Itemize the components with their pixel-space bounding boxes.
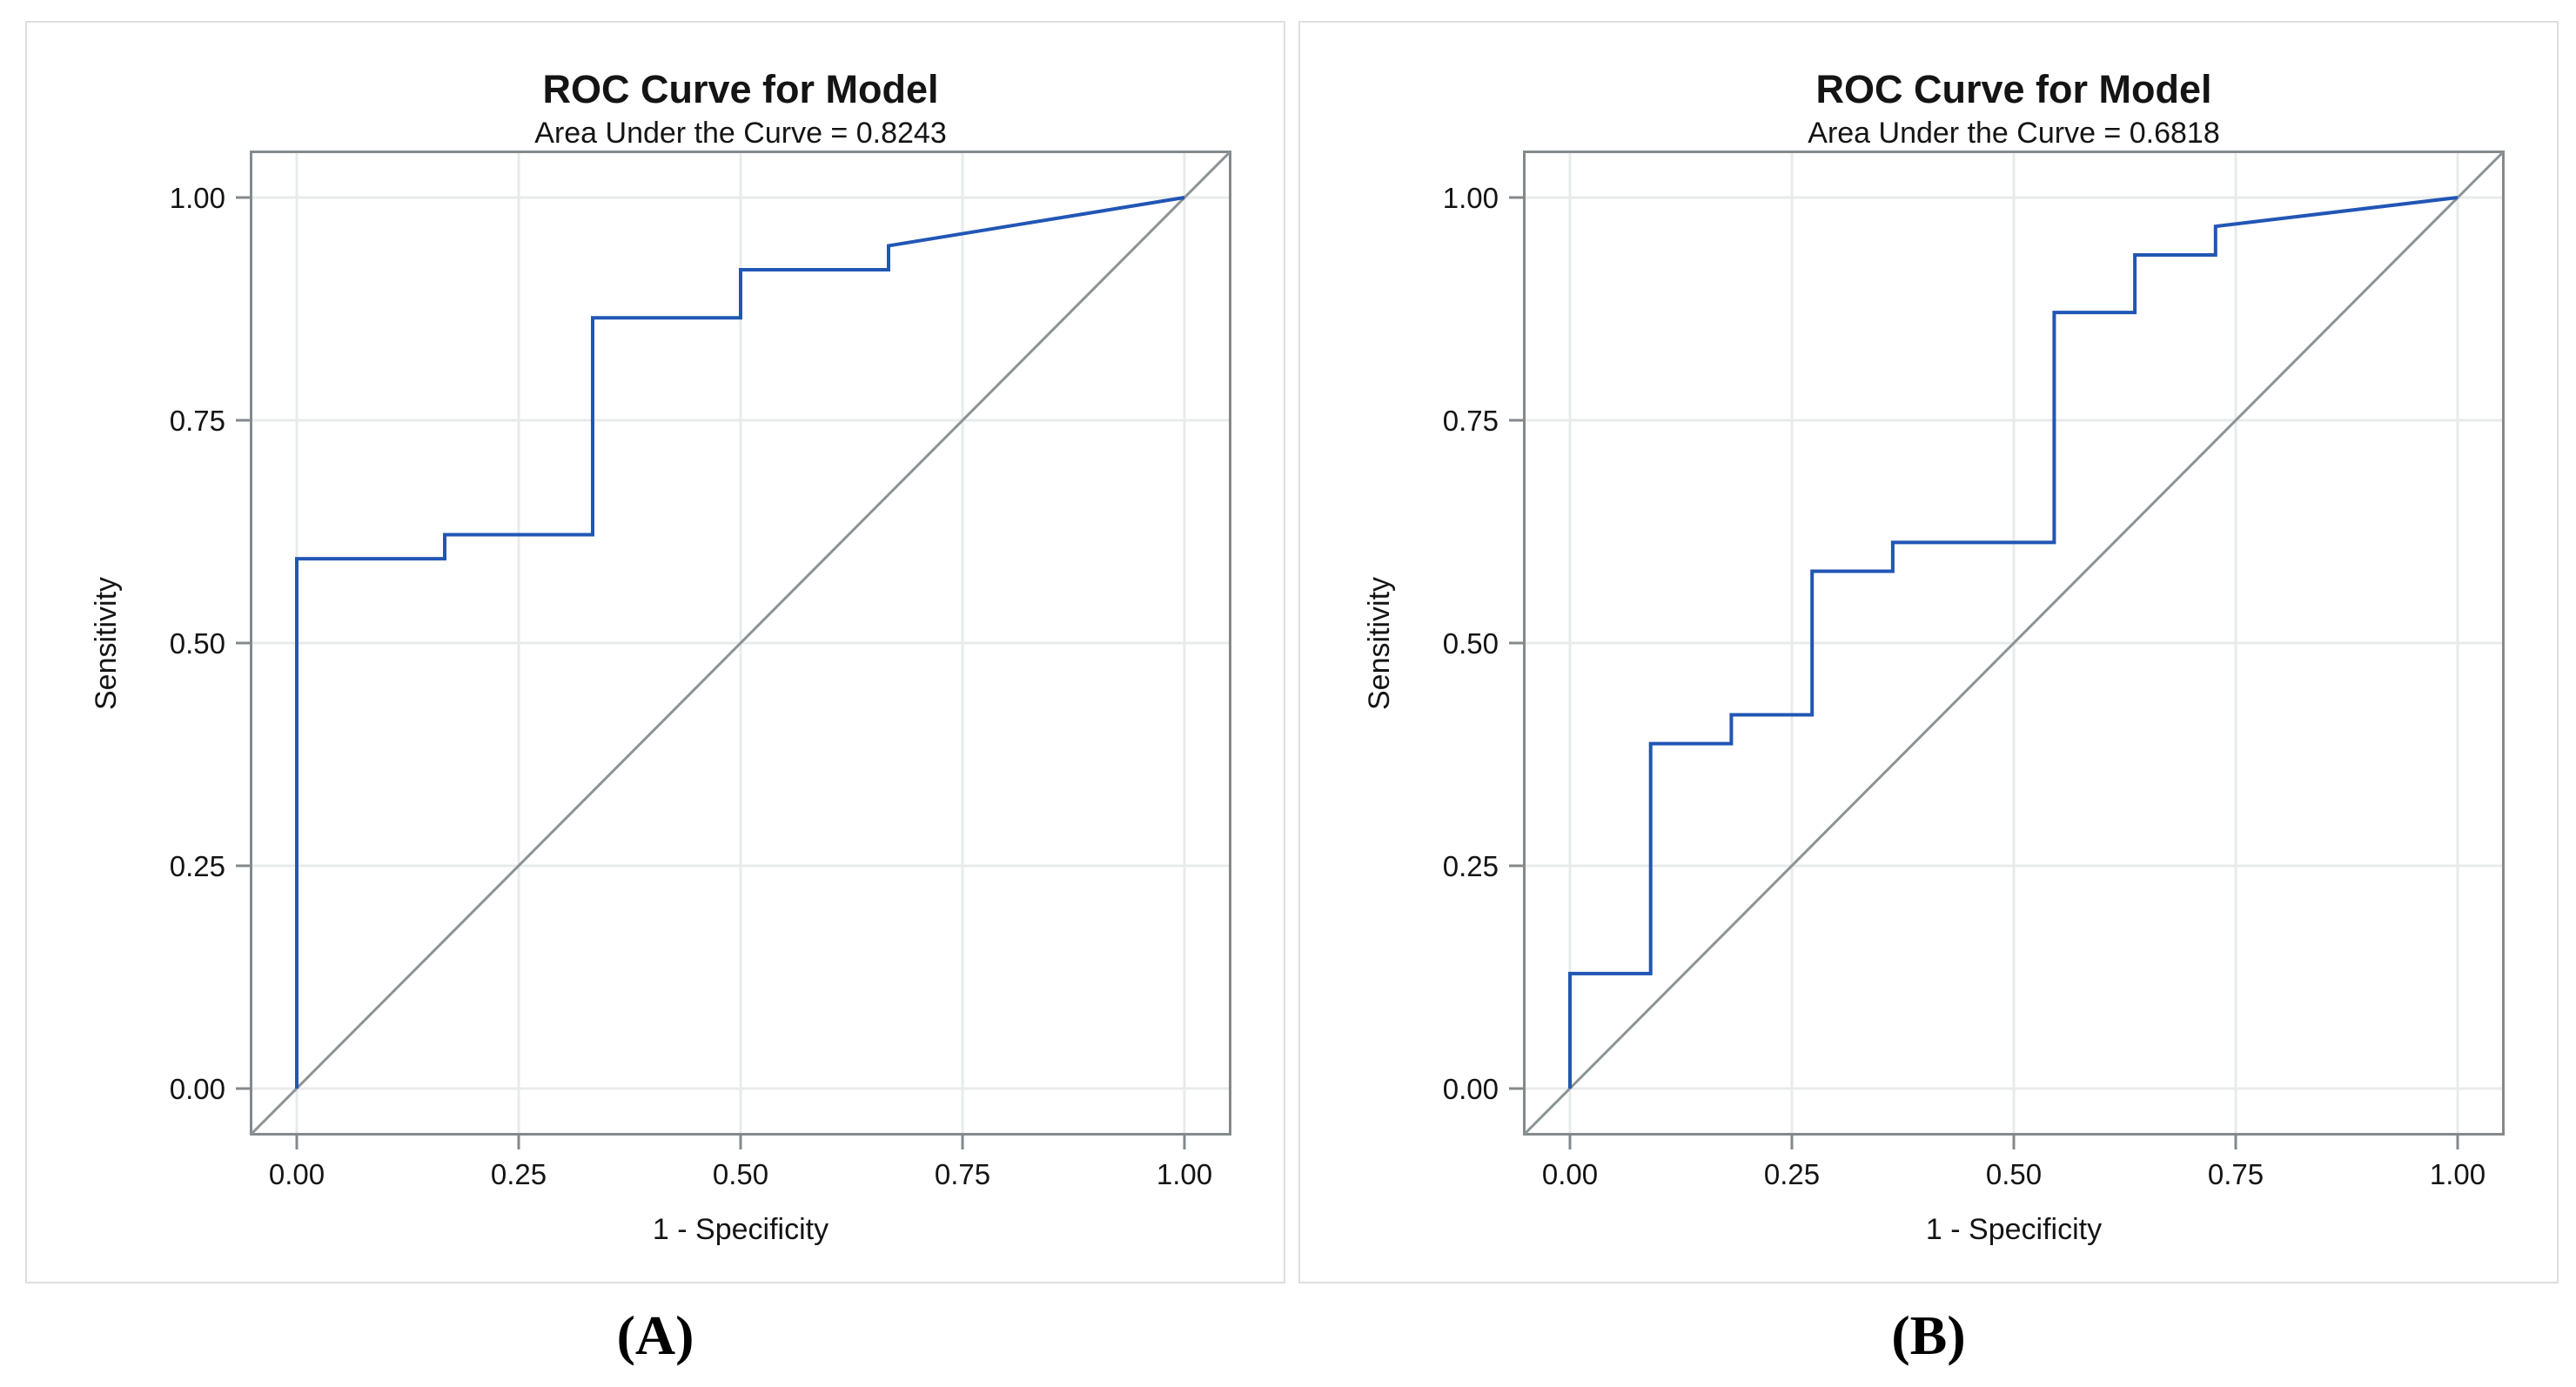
chart-title-b: ROC Curve for Model bbox=[1815, 67, 2212, 111]
x-tick-label: 0.00 bbox=[269, 1158, 325, 1190]
y-tick-label: 0.00 bbox=[1443, 1073, 1499, 1105]
x-tick-label: 0.75 bbox=[935, 1158, 990, 1190]
panel-caption-a: (A) bbox=[616, 1304, 694, 1366]
y-tick-label: 0.50 bbox=[170, 627, 225, 660]
x-tick-label: 1.00 bbox=[2430, 1158, 2485, 1190]
y-tick-label: 0.00 bbox=[170, 1073, 225, 1105]
x-axis-label-b: 1 - Specificity bbox=[1925, 1213, 2103, 1246]
x-tick-label: 0.25 bbox=[1764, 1158, 1820, 1190]
x-tick-label: 0.75 bbox=[2208, 1158, 2264, 1190]
x-tick-label: 0.00 bbox=[1542, 1158, 1598, 1190]
plot-frame bbox=[1523, 151, 2505, 1136]
y-axis-label-b: Sensitivity bbox=[1363, 576, 1396, 710]
roc-curve bbox=[1568, 196, 2459, 1089]
panel-caption-b: (B) bbox=[1891, 1304, 1966, 1366]
chart-title-a: ROC Curve for Model bbox=[542, 67, 939, 111]
panel-b: ROC Curve for Model Area Under the Curve… bbox=[1298, 21, 2559, 1283]
y-tick-label: 0.25 bbox=[1443, 850, 1499, 882]
x-tick-label: 0.50 bbox=[713, 1158, 768, 1190]
y-tick-label: 1.00 bbox=[1443, 182, 1499, 214]
roc-plot-a: 0.00 0.25 0.50 0.75 1.00 0.00 0.25 0.50 0.75 1.00 bbox=[170, 151, 1231, 1190]
y-tick-label: 0.25 bbox=[170, 850, 225, 882]
y-tick-label: 0.75 bbox=[1443, 405, 1499, 437]
x-axis-label-a: 1 - Specificity bbox=[652, 1213, 829, 1246]
chart-subtitle-a: Area Under the Curve = 0.8243 bbox=[534, 117, 947, 150]
x-tick-label: 0.25 bbox=[491, 1158, 547, 1190]
roc-curve bbox=[295, 196, 1185, 1089]
y-tick-label: 1.00 bbox=[170, 182, 225, 214]
reference-diagonal bbox=[1523, 151, 2505, 1136]
reference-diagonal bbox=[250, 151, 1231, 1136]
roc-plot-b: 0.00 0.25 0.50 0.75 1.00 0.00 0.25 0.50 0.75 1.00 bbox=[1443, 151, 2505, 1190]
x-tick-label: 0.50 bbox=[1986, 1158, 2042, 1190]
chart-subtitle-b: Area Under the Curve = 0.6818 bbox=[1808, 117, 2220, 150]
y-tick-label: 0.75 bbox=[170, 405, 225, 437]
panel-a: ROC Curve for Model Area Under the Curve… bbox=[25, 21, 1285, 1283]
y-axis-label-a: Sensitivity bbox=[90, 576, 123, 710]
y-tick-label: 0.50 bbox=[1443, 627, 1499, 660]
plot-frame bbox=[250, 151, 1231, 1136]
x-tick-label: 1.00 bbox=[1157, 1158, 1212, 1190]
